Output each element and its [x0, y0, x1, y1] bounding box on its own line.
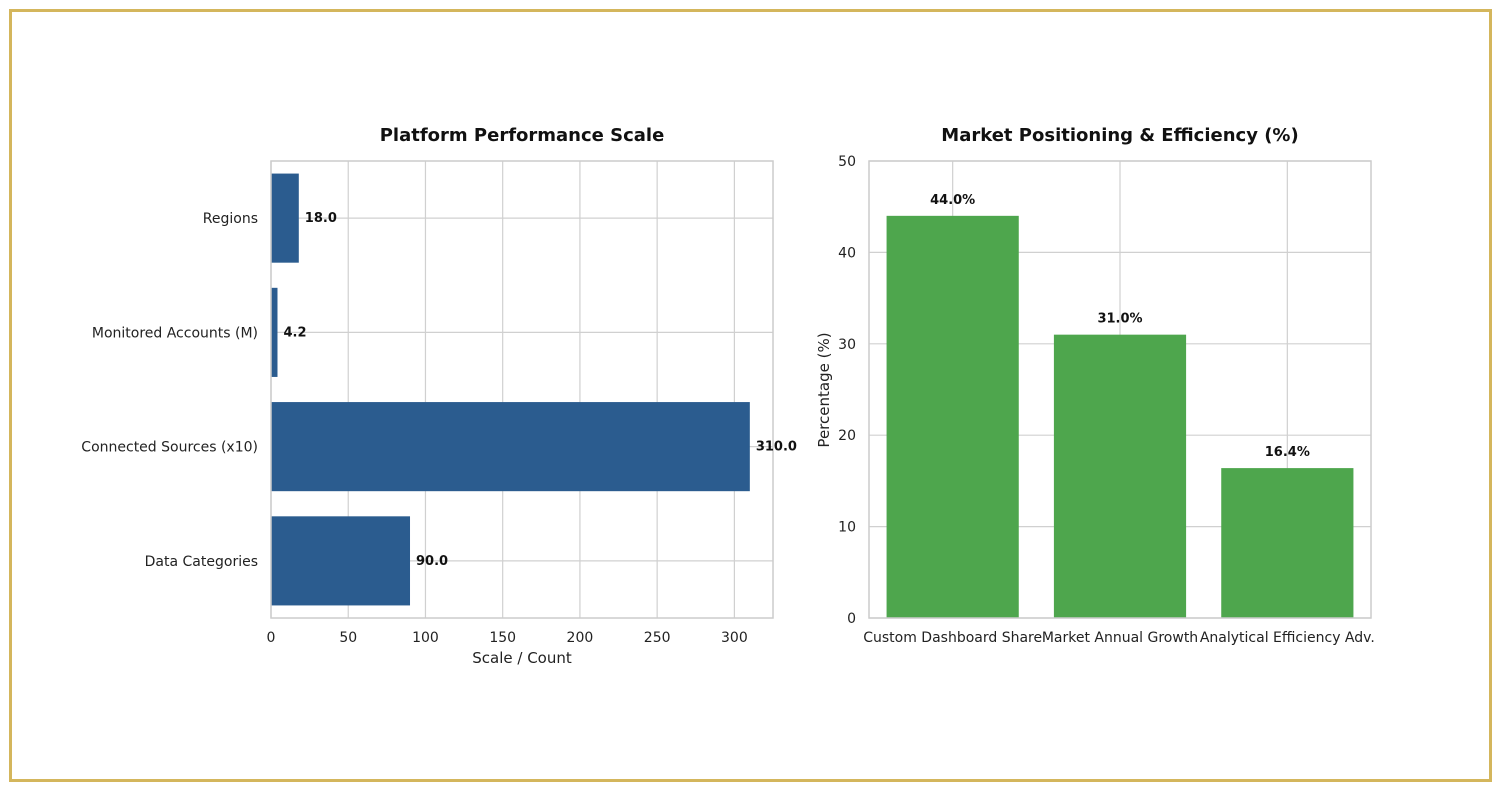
left-data-label-connected-sources-x10: 310.0: [756, 440, 797, 455]
right-plot-border: [868, 160, 1372, 619]
left-x-tick-label: 300: [721, 630, 748, 646]
left-data-label-regions: 18.0: [305, 211, 337, 226]
platform-performance-chart: Regions Monitored Accounts (M) Connected S…: [81, 125, 797, 667]
right-x-tick-label-custom-dashboard-share: Custom Dashboard Share: [863, 630, 1042, 646]
right-x-tick-label-analytical-efficiency-adv: Analytical Efficiency Adv.: [1200, 630, 1375, 646]
left-chart-title: Platform Performance Scale: [380, 125, 665, 146]
right-x-tick-label-market-annual-growth: Market Annual Growth: [1042, 630, 1198, 646]
right-y-tick-label: 0: [847, 611, 856, 627]
left-x-axis-label: Scale / Count: [472, 649, 572, 667]
left-x-tick-label: 0: [267, 630, 276, 646]
left-x-tick-label: 250: [644, 630, 671, 646]
left-bar-regions: [271, 173, 299, 263]
chart-frame: [9, 9, 1492, 782]
right-y-tick-label: 20: [838, 428, 856, 444]
right-bar-market-annual-growth: [1053, 334, 1187, 618]
right-bar-custom-dashboard-share: [886, 215, 1019, 618]
left-bar-monitored-accounts-m: [271, 287, 278, 377]
left-y-tick-label-monitored-accounts-m: Monitored Accounts (M): [92, 325, 258, 341]
left-y-tick-label-data-categories: Data Categories: [145, 554, 258, 570]
right-chart-title: Market Positioning & Efficiency (%): [941, 125, 1298, 146]
left-x-tick-label: 50: [339, 630, 357, 646]
left-bar-connected-sources-x10: [271, 402, 750, 492]
right-y-tick-label: 10: [838, 520, 856, 536]
left-bar-data-categories: [271, 516, 411, 606]
left-y-tick-label-regions: Regions: [203, 211, 258, 227]
right-y-axis-label: Percentage (%): [815, 332, 833, 447]
right-y-tick-label: 50: [838, 154, 856, 170]
right-y-tick-label: 40: [838, 245, 856, 261]
left-data-label-monitored-accounts-m: 4.2: [283, 325, 306, 340]
left-x-tick-label: 150: [489, 630, 516, 646]
right-data-label-custom-dashboard-share: 44.0%: [930, 193, 975, 208]
left-x-tick-label: 200: [567, 630, 594, 646]
right-bar-analytical-efficiency-adv: [1221, 468, 1354, 618]
right-data-label-analytical-efficiency-adv: 16.4%: [1265, 445, 1310, 460]
left-plot-border: [270, 160, 774, 619]
left-x-tick-label: 100: [412, 630, 439, 646]
right-y-tick-label: 30: [838, 337, 856, 353]
right-data-label-market-annual-growth: 31.0%: [1097, 312, 1142, 327]
left-data-label-data-categories: 90.0: [416, 554, 448, 569]
left-y-tick-label-connected-sources-x10: Connected Sources (x10): [81, 440, 258, 456]
